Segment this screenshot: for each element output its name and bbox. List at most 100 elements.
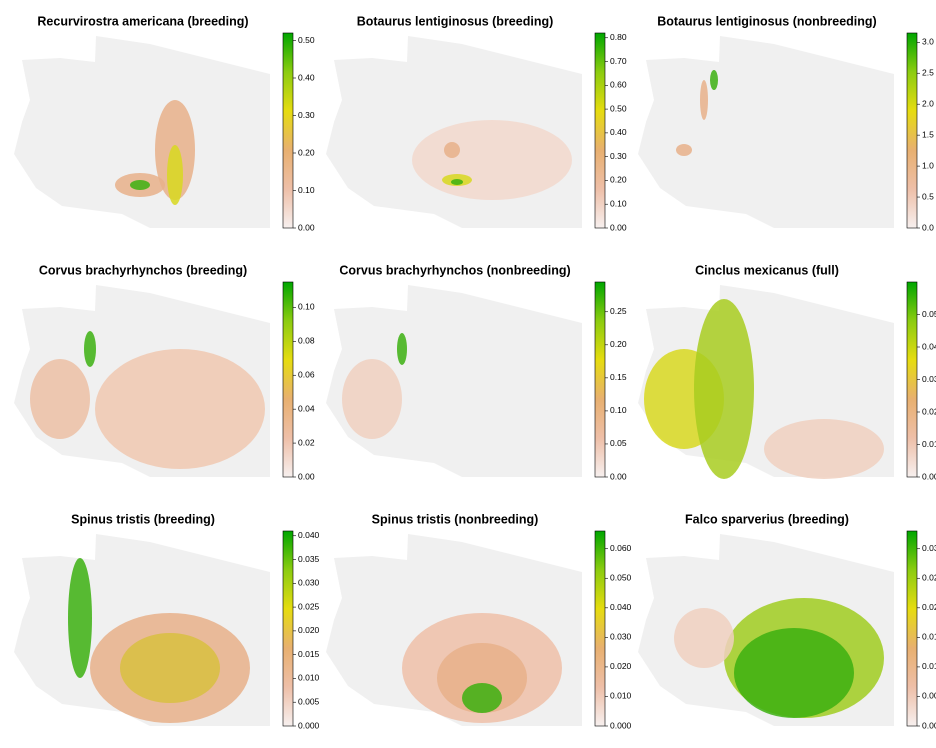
habitat-area [412, 120, 572, 200]
habitat-area [30, 359, 90, 439]
colorbar-tick-label: 0.020 [922, 602, 936, 612]
colorbar-tick-label: 0.70 [610, 56, 627, 66]
colorbar [282, 530, 294, 727]
habitat-area [734, 628, 854, 718]
colorbar-tick-label: 0.05 [610, 438, 627, 448]
colorbar [906, 530, 918, 727]
colorbar-tick-label: 0.10 [610, 405, 627, 415]
habitat-area [674, 608, 734, 668]
colorbar [282, 281, 294, 478]
colorbar-tick-label: 0.010 [610, 691, 632, 701]
colorbar-tick-label: 0.010 [922, 661, 936, 671]
colorbar-tick-label: 0.01 [922, 439, 936, 449]
colorbar-tick-label: 0.50 [610, 103, 627, 113]
habitat-area [120, 633, 220, 703]
map-panel: Botaurus lentiginosus (nonbreeding) 0.0 0.… [638, 14, 934, 232]
map-panel: Corvus brachyrhynchos (nonbreeding) 0.00 0… [326, 263, 627, 481]
colorbar-tick-label: 0.00 [298, 222, 315, 232]
colorbar-tick-label: 1.5 [922, 129, 934, 139]
habitat-area [710, 70, 718, 90]
colorbar-tick-label: 0.030 [922, 543, 936, 553]
colorbar-tick-label: 0.10 [298, 302, 315, 312]
colorbar-tick-label: 0.025 [922, 573, 936, 583]
habitat-area [694, 299, 754, 479]
map-panel: Corvus brachyrhynchos (breeding) 0.00 0.02… [14, 263, 315, 481]
colorbar-tick-label: 0.30 [298, 110, 315, 120]
panel-title: Cinclus mexicanus (full) [695, 263, 839, 277]
colorbar-tick-label: 0.04 [922, 341, 936, 351]
map-panel: Recurvirostra americana (breeding) 0.00 0.… [14, 14, 315, 232]
colorbar-tick-label: 0.020 [610, 661, 632, 671]
colorbar [906, 32, 918, 229]
colorbar-tick-label: 0.03 [922, 374, 936, 384]
colorbar [282, 32, 294, 229]
colorbar-tick-label: 0.005 [298, 696, 320, 706]
colorbar-tick-label: 0.20 [298, 147, 315, 157]
colorbar-tick-label: 0.000 [298, 720, 320, 730]
colorbar [594, 32, 606, 229]
colorbar-tick-label: 0.040 [610, 602, 632, 612]
colorbar-tick-label: 0.60 [610, 80, 627, 90]
panel-title: Recurvirostra americana (breeding) [37, 14, 248, 28]
colorbar-tick-label: 0.08 [298, 336, 315, 346]
colorbar-tick-label: 0.00 [922, 471, 936, 481]
habitat-area [95, 349, 265, 469]
colorbar-tick-label: 0.5 [922, 191, 934, 201]
colorbar-tick-label: 0.10 [610, 198, 627, 208]
colorbar-tick-label: 0.30 [610, 151, 627, 161]
colorbar-tick-label: 0.00 [298, 471, 315, 481]
panel-title: Corvus brachyrhynchos (breeding) [39, 263, 247, 277]
map-panel: Botaurus lentiginosus (breeding) 0.00 0.10… [326, 14, 627, 232]
map-panel: Spinus tristis (nonbreeding) 0.000 0.010 0.… [326, 512, 632, 730]
colorbar-tick-label: 0.05 [922, 309, 936, 319]
colorbar [594, 281, 606, 478]
colorbar-tick-label: 0.80 [610, 32, 627, 42]
panel-title: Botaurus lentiginosus (breeding) [357, 14, 554, 28]
panel-title: Corvus brachyrhynchos (nonbreeding) [339, 263, 570, 277]
colorbar-tick-label: 0.015 [922, 632, 936, 642]
colorbar-tick-label: 0.035 [298, 554, 320, 564]
habitat-area [444, 142, 460, 158]
habitat-area [700, 80, 708, 120]
map-panel: Cinclus mexicanus (full) 0.00 0.01 0.02 0.03… [638, 263, 936, 481]
colorbar-tick-label: 0.015 [298, 649, 320, 659]
colorbar-tick-label: 0.000 [610, 720, 632, 730]
map-panel: Spinus tristis (breeding) 0.000 0.005 0.010… [14, 512, 320, 730]
colorbar-tick-label: 1.0 [922, 160, 934, 170]
colorbar [906, 281, 918, 478]
habitat-area [84, 331, 96, 367]
colorbar-tick-label: 2.5 [922, 67, 934, 77]
habitat-area [397, 333, 407, 365]
colorbar-tick-label: 0.15 [610, 372, 627, 382]
habitat-area [437, 643, 527, 713]
map-panel: Falco sparverius (breeding) 0.000 0.005 0.0… [638, 512, 936, 730]
habitat-area [764, 419, 884, 479]
colorbar-tick-label: 0.04 [298, 403, 315, 413]
colorbar-tick-label: 0.02 [298, 437, 315, 447]
habitat-area [462, 683, 502, 713]
panel-title: Spinus tristis (breeding) [71, 512, 215, 526]
colorbar-tick-label: 0.02 [922, 406, 936, 416]
colorbar-tick-label: 0.40 [610, 127, 627, 137]
colorbar-tick-label: 0.000 [922, 720, 936, 730]
colorbar-tick-label: 0.030 [298, 578, 320, 588]
colorbar-tick-label: 0.00 [610, 222, 627, 232]
colorbar-tick-label: 0.50 [298, 35, 315, 45]
colorbar-tick-label: 0.010 [298, 673, 320, 683]
habitat-area [342, 359, 402, 439]
panel-title: Falco sparverius (breeding) [685, 512, 849, 526]
colorbar-tick-label: 0.25 [610, 306, 627, 316]
panel-title: Spinus tristis (nonbreeding) [372, 512, 539, 526]
state-outline [638, 36, 894, 228]
colorbar-tick-label: 0.20 [610, 175, 627, 185]
colorbar-tick-label: 0.040 [298, 530, 320, 540]
state-outline [14, 36, 270, 228]
colorbar-tick-label: 3.0 [922, 37, 934, 47]
habitat-area [167, 145, 183, 205]
habitat-area [676, 144, 692, 156]
colorbar-tick-label: 0.050 [610, 573, 632, 583]
colorbar-tick-label: 0.40 [298, 72, 315, 82]
colorbar-tick-label: 0.005 [922, 691, 936, 701]
colorbar-tick-label: 2.0 [922, 98, 934, 108]
